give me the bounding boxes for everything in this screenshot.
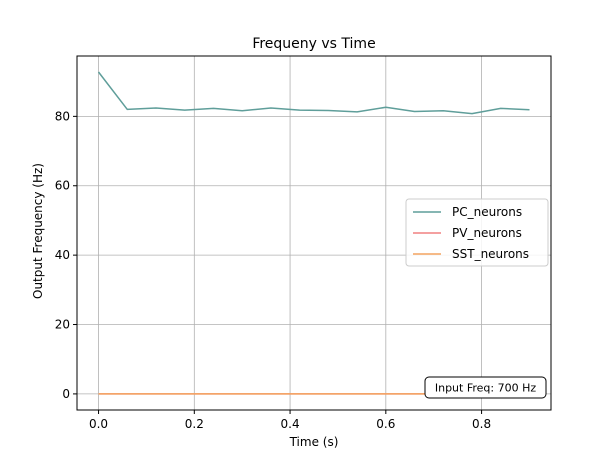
legend-label-pc-neurons: PC_neurons	[452, 205, 522, 219]
y-tick-label: 40	[55, 248, 70, 262]
y-tick-label: 60	[55, 179, 70, 193]
x-tick-label: 0.2	[185, 417, 204, 431]
y-axis: 0 20 40 60 80	[55, 109, 77, 401]
x-tick-label: 0.8	[472, 417, 491, 431]
annotation-text: Input Freq: 700 Hz	[435, 382, 537, 395]
chart-title: Frequeny vs Time	[252, 36, 375, 52]
x-tick-label: 0.4	[281, 417, 300, 431]
y-tick-label: 20	[55, 318, 70, 332]
legend-label-sst-neurons: SST_neurons	[452, 247, 529, 261]
x-tick-label: 0.0	[89, 417, 108, 431]
legend: PC_neurons PV_neurons SST_neurons	[405, 198, 549, 267]
input-frequency-annotation: Input Freq: 700 Hz	[424, 376, 547, 399]
y-axis-label: Output Frequency (Hz)	[31, 163, 45, 299]
y-tick-label: 0	[62, 387, 70, 401]
x-axis-label: Time (s)	[289, 435, 339, 449]
x-axis: 0.0 0.2 0.4 0.6 0.8	[89, 410, 491, 431]
series-line-pc-neurons	[97, 71, 530, 115]
legend-label-pv-neurons: PV_neurons	[452, 226, 522, 240]
y-tick-label: 80	[55, 109, 70, 123]
annotation-box	[424, 376, 547, 399]
legend-box	[405, 198, 549, 267]
plot-frame	[76, 55, 552, 411]
x-tick-label: 0.6	[376, 417, 395, 431]
